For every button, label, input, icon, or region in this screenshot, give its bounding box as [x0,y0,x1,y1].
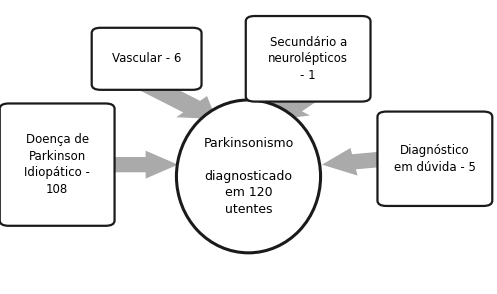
Text: Parkinsonismo

diagnosticado
em 120
utentes: Parkinsonismo diagnosticado em 120 utent… [203,137,294,216]
Text: Secundário a
neurolépticos
- 1: Secundário a neurolépticos - 1 [268,36,348,82]
Ellipse shape [176,100,321,253]
Polygon shape [271,91,318,121]
Polygon shape [138,78,216,119]
FancyBboxPatch shape [378,112,492,206]
FancyBboxPatch shape [246,16,370,101]
Text: Diagnóstico
em dúvida - 5: Diagnóstico em dúvida - 5 [394,144,476,173]
Text: Doença de
Parkinson
Idiopático -
108: Doença de Parkinson Idiopático - 108 [24,133,90,196]
Text: Vascular - 6: Vascular - 6 [112,52,181,65]
Polygon shape [322,148,390,176]
FancyBboxPatch shape [92,28,202,90]
Polygon shape [106,151,178,178]
FancyBboxPatch shape [0,103,115,226]
